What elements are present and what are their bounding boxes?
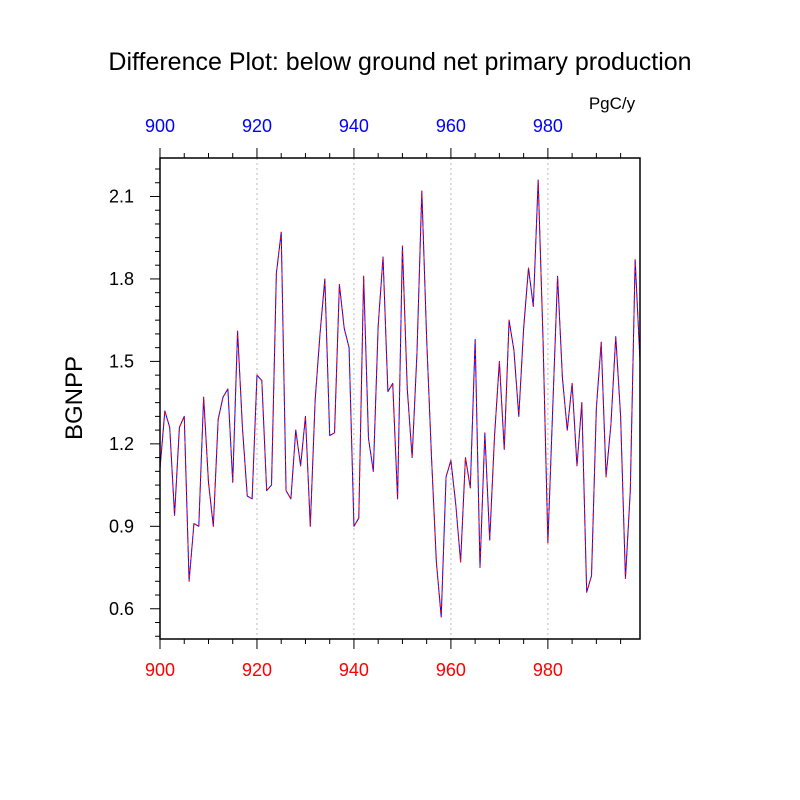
x-axis-bottom-tick-label: 940 <box>339 660 369 680</box>
x-axis-bottom-tick-label: 980 <box>533 660 563 680</box>
y-axis-tick-label: 0.9 <box>109 516 134 536</box>
chart-title: Difference Plot: below ground net primar… <box>108 48 691 76</box>
y-axis-tick-label: 1.8 <box>109 269 134 289</box>
x-axis-top-tick-label: 960 <box>436 116 466 136</box>
y-axis-label: BGNPP <box>61 356 88 440</box>
series-lines <box>159 179 641 618</box>
x-grid-lines <box>256 158 549 639</box>
y-axis-tick-label: 2.1 <box>109 186 134 206</box>
x-axis-top-tick-label: 980 <box>533 116 563 136</box>
x-axis-top-tick-label: 900 <box>145 116 175 136</box>
y-axis-tick-label: 1.5 <box>109 351 134 371</box>
x-axis-bottom-tick-label: 960 <box>436 660 466 680</box>
axes: 900 900 920 920 940 940 960 960 980 980 0.6 0.9 1.2 1… <box>109 116 622 680</box>
series-line-case1 <box>159 179 641 618</box>
units-label: PgC/y <box>589 94 636 113</box>
y-axis-tick-label: 1.2 <box>109 434 134 454</box>
plot-frame <box>159 157 641 640</box>
x-axis-top-tick-label: 920 <box>242 116 272 136</box>
x-axis-bottom-tick-label: 920 <box>242 660 272 680</box>
y-axis-tick-label: 0.6 <box>109 599 134 619</box>
x-axis-top-tick-label: 940 <box>339 116 369 136</box>
x-axis-bottom-tick-label: 900 <box>145 660 175 680</box>
series-line-case2 <box>159 179 641 618</box>
